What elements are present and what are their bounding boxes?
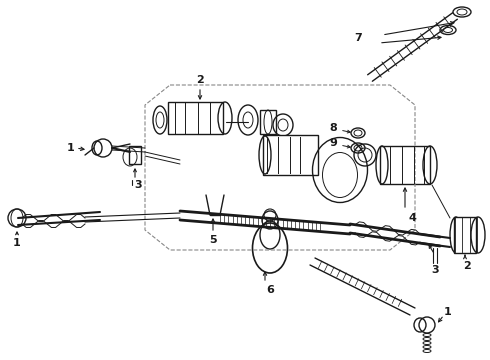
Text: 2: 2 [196, 75, 204, 85]
Text: 9: 9 [329, 138, 337, 148]
FancyBboxPatch shape [380, 146, 430, 184]
Text: 3: 3 [134, 180, 142, 190]
Text: 5: 5 [209, 235, 217, 245]
FancyBboxPatch shape [260, 110, 276, 134]
Text: 8: 8 [329, 123, 337, 133]
Text: 7: 7 [354, 33, 362, 43]
Text: 4: 4 [408, 213, 416, 223]
FancyBboxPatch shape [263, 135, 318, 175]
FancyBboxPatch shape [454, 217, 476, 253]
Text: 6: 6 [266, 285, 274, 295]
Text: 1: 1 [444, 307, 452, 317]
FancyBboxPatch shape [168, 102, 222, 134]
Text: 1: 1 [13, 238, 21, 248]
Text: 3: 3 [431, 265, 439, 275]
Text: 2: 2 [463, 261, 471, 271]
Text: 1: 1 [67, 143, 75, 153]
FancyBboxPatch shape [129, 146, 141, 164]
